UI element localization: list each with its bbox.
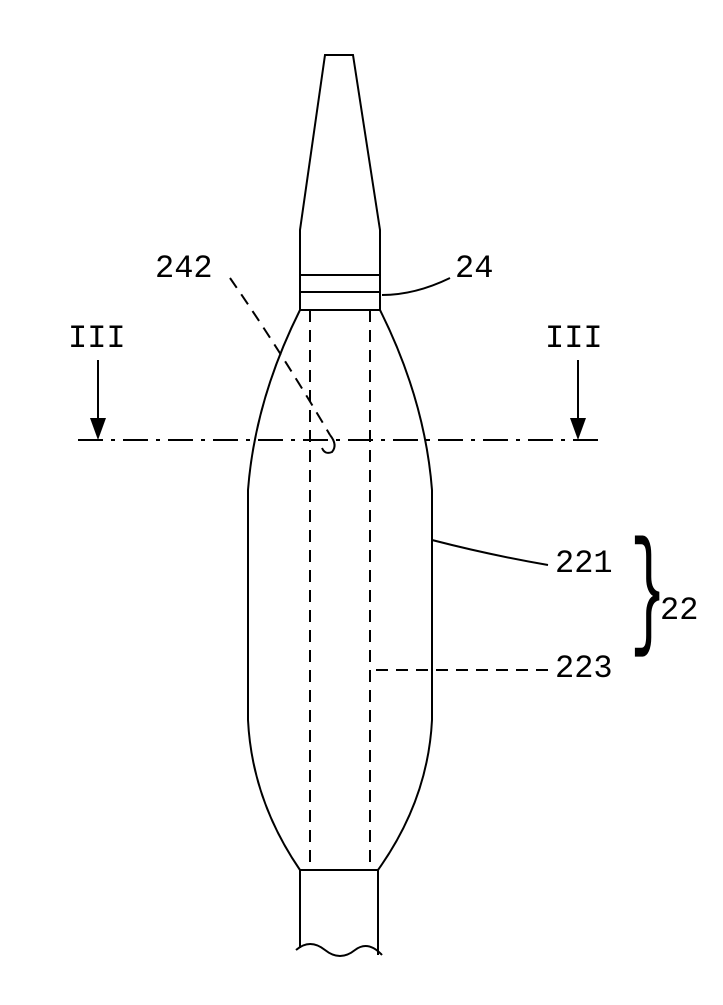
leader-221	[432, 540, 548, 565]
label-242: 242	[155, 250, 213, 287]
label-221: 221	[555, 545, 613, 582]
body-outer-right	[378, 310, 432, 870]
label-223: 223	[555, 650, 613, 687]
break-line	[296, 944, 382, 956]
body-outer-left	[248, 310, 300, 870]
leader-24	[382, 278, 450, 295]
technical-diagram: 242 24 III III 221 223 22 }	[0, 0, 723, 1000]
tip-cone	[300, 55, 380, 275]
section-arrow-right-head	[570, 418, 586, 440]
label-section-left: III	[68, 320, 126, 357]
label-24: 24	[455, 250, 493, 287]
section-arrow-left-head	[90, 418, 106, 440]
leader-242-hook	[322, 435, 335, 453]
brace-22: }	[630, 523, 666, 670]
diagram-svg	[0, 0, 723, 1000]
label-section-right: III	[545, 320, 603, 357]
